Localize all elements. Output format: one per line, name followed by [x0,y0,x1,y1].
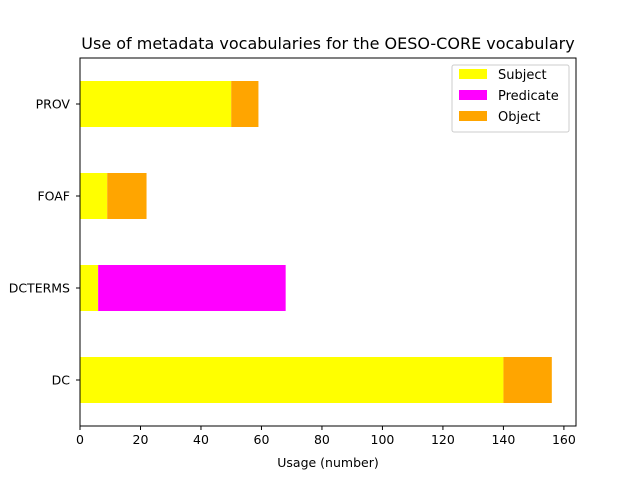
x-axis-label: Usage (number) [277,455,378,470]
x-tick-label: 40 [193,432,209,447]
bar-prov-subject [80,81,232,127]
x-axis: 0 20 40 60 80 100 120 140 160 [76,426,576,447]
y-tick-label: PROV [36,97,71,112]
x-tick-label: 120 [431,432,455,447]
x-tick-label: 100 [371,432,395,447]
bar-dc-object [503,357,552,403]
legend-label-subject: Subject [498,68,547,83]
legend-label-object: Object [498,110,540,125]
x-tick-label: 80 [314,432,330,447]
x-tick-label: 0 [76,432,84,447]
x-tick-label: 60 [254,432,270,447]
bar-dc-subject [80,357,504,403]
plot-frame [79,57,577,427]
bar-dcterms-subject [80,265,99,311]
x-tick-label: 20 [133,432,149,447]
bar-foaf-object [107,173,147,219]
bar-prov-object [231,81,259,127]
x-tick-label: 160 [552,432,576,447]
legend-swatch-subject [459,69,487,79]
legend-swatch-object [459,111,487,121]
legend: Subject Predicate Object [451,64,570,133]
x-tick-label: 140 [491,432,515,447]
bar-foaf-subject [80,173,108,219]
legend-swatch-predicate [459,90,487,100]
bars-group [80,81,552,403]
y-tick-label: DCTERMS [9,281,70,296]
y-tick-label: DC [52,373,71,388]
y-axis: DC DCTERMS FOAF PROV [9,97,80,388]
bar-dcterms-predicate [98,265,286,311]
legend-label-predicate: Predicate [498,89,559,104]
y-tick-label: FOAF [37,189,70,204]
chart-title: Use of metadata vocabularies for the OES… [81,34,574,53]
